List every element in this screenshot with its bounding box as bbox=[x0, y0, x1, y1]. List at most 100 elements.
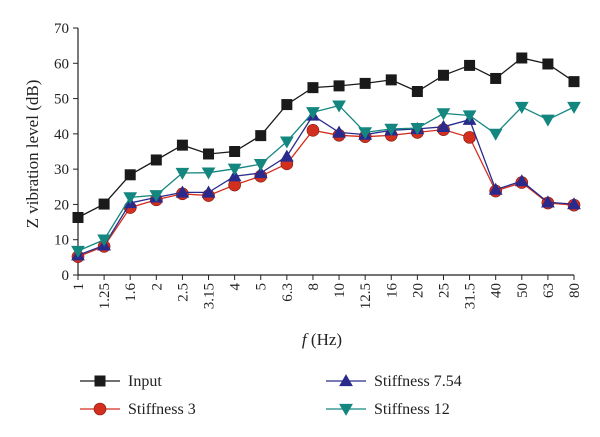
x-tick-label: 1.6 bbox=[123, 283, 139, 302]
series-input bbox=[72, 52, 580, 223]
data-point bbox=[410, 123, 425, 136]
data-point bbox=[255, 130, 267, 142]
data-point bbox=[149, 190, 164, 203]
data-point bbox=[71, 245, 85, 258]
legend-label: Stiffness 3 bbox=[128, 401, 196, 418]
x-tick-label: 31.5 bbox=[463, 283, 479, 309]
x-tick-label: 6.3 bbox=[280, 283, 296, 302]
data-point bbox=[385, 74, 397, 86]
data-point bbox=[307, 82, 319, 94]
x-axis-ticks: 1 1.25 1.6 2 2.5 3.15 4 5 6.3 8 10 12.5 16 20 25 31.5 40… bbox=[71, 275, 583, 309]
data-point bbox=[253, 166, 268, 179]
x-axis-title-unit: (Hz) bbox=[307, 330, 342, 349]
series-stiffness-3 bbox=[71, 123, 581, 263]
y-tick-label: 20 bbox=[54, 197, 69, 213]
data-point bbox=[203, 148, 215, 160]
data-point bbox=[567, 197, 581, 210]
legend-marker bbox=[339, 403, 353, 416]
x-tick-label: 63 bbox=[541, 283, 557, 298]
data-point bbox=[514, 101, 529, 114]
data-point bbox=[150, 154, 162, 166]
data-point bbox=[175, 167, 190, 180]
data-point bbox=[333, 80, 345, 92]
data-point bbox=[514, 174, 529, 187]
legend-marker bbox=[339, 374, 353, 387]
series-line bbox=[77, 104, 575, 252]
data-point bbox=[332, 100, 346, 113]
data-point bbox=[359, 77, 371, 89]
data-point bbox=[279, 149, 294, 162]
data-point bbox=[541, 114, 555, 127]
x-axis-title-symbol: f bbox=[302, 330, 309, 349]
legend-item: Input bbox=[80, 373, 162, 390]
data-point bbox=[306, 107, 320, 120]
x-tick-label: 12.5 bbox=[358, 283, 374, 309]
x-tick-label: 50 bbox=[515, 283, 531, 298]
data-point bbox=[488, 128, 503, 141]
data-point bbox=[516, 52, 528, 64]
data-point bbox=[464, 59, 476, 71]
data-point bbox=[123, 192, 138, 205]
data-point bbox=[253, 159, 268, 172]
data-point bbox=[227, 163, 242, 176]
data-point bbox=[568, 76, 580, 88]
x-tick-label: 1.25 bbox=[97, 283, 113, 309]
legend-label: Stiffness 12 bbox=[374, 401, 450, 418]
x-tick-label: 1 bbox=[71, 283, 87, 291]
data-point bbox=[436, 108, 451, 121]
legend-item: Stiffness 7.54 bbox=[326, 373, 462, 390]
legend-label: Stiffness 7.54 bbox=[374, 373, 462, 390]
data-point bbox=[358, 127, 373, 140]
data-point bbox=[437, 69, 449, 81]
legend-item: Stiffness 3 bbox=[80, 401, 196, 418]
series-line bbox=[77, 114, 575, 256]
series-stiffness-7-54 bbox=[71, 108, 581, 261]
x-tick-label: 3.15 bbox=[202, 283, 218, 309]
x-tick-label: 80 bbox=[567, 283, 583, 298]
y-tick-label: 30 bbox=[54, 162, 69, 178]
data-point bbox=[411, 86, 423, 98]
data-point bbox=[176, 139, 188, 151]
data-point bbox=[332, 125, 346, 138]
data-point bbox=[462, 110, 477, 123]
data-point bbox=[97, 234, 111, 247]
x-tick-label: 4 bbox=[228, 283, 244, 291]
y-tick-label: 10 bbox=[54, 233, 69, 249]
data-point bbox=[490, 72, 502, 84]
x-tick-label: 5 bbox=[254, 283, 270, 291]
legend-marker bbox=[94, 375, 106, 387]
y-tick-label: 60 bbox=[54, 56, 69, 72]
series-stiffness-12 bbox=[71, 100, 581, 258]
data-point bbox=[488, 182, 503, 195]
x-tick-label: 16 bbox=[384, 283, 400, 299]
x-tick-label: 2.5 bbox=[175, 283, 191, 302]
y-axis-title: Z vibration level (dB) bbox=[23, 80, 42, 229]
y-tick-label: 40 bbox=[54, 127, 69, 143]
y-tick-label: 70 bbox=[54, 21, 69, 37]
y-tick-label: 50 bbox=[54, 92, 69, 108]
data-point bbox=[463, 131, 476, 144]
legend: Input Stiffness 3 Stiffness 7.54 Stiffness … bbox=[80, 373, 462, 418]
data-point bbox=[201, 185, 216, 198]
x-tick-label: 2 bbox=[149, 283, 165, 291]
y-tick-label: 0 bbox=[62, 268, 70, 284]
data-point bbox=[124, 169, 136, 181]
axes bbox=[77, 28, 574, 276]
legend-item: Stiffness 12 bbox=[326, 401, 450, 418]
data-point bbox=[384, 123, 399, 136]
y-axis-ticks: 0 10 20 30 40 50 60 70 bbox=[54, 21, 78, 284]
x-tick-label: 25 bbox=[436, 283, 452, 298]
data-point bbox=[306, 124, 320, 137]
x-tick-label: 40 bbox=[489, 283, 505, 298]
data-point bbox=[567, 101, 581, 114]
data-point bbox=[279, 136, 294, 149]
legend-label: Input bbox=[128, 373, 162, 390]
data-point bbox=[281, 99, 293, 111]
data-point bbox=[175, 185, 190, 198]
data-point bbox=[98, 198, 110, 210]
data-point bbox=[201, 167, 216, 180]
x-tick-label: 8 bbox=[306, 283, 322, 291]
data-point bbox=[542, 58, 554, 70]
x-axis-title: f (Hz) bbox=[302, 330, 342, 349]
